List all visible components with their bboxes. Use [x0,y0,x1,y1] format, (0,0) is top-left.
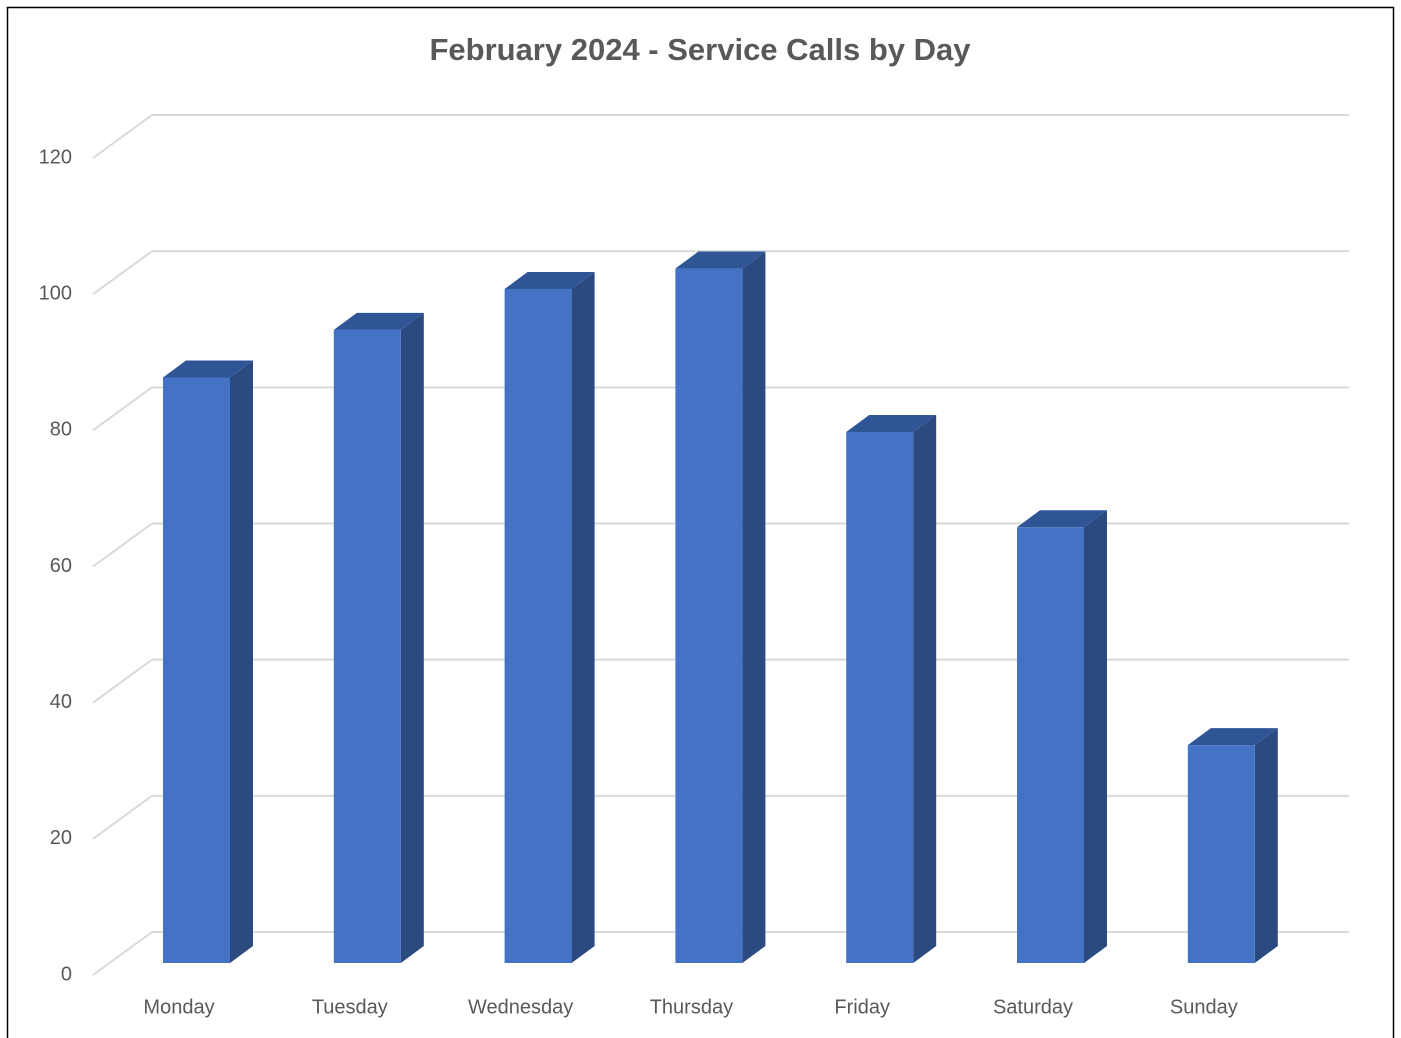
bar-side [571,271,595,964]
x-tick-label: Wednesday [468,996,573,1018]
grid-line [92,795,153,840]
y-tick-label: 100 [39,282,72,304]
bar [1187,745,1255,963]
bar-top [1187,728,1278,746]
y-tick-label: 120 [39,146,72,168]
grid-line [92,250,153,295]
bar-top [163,360,253,378]
bar-top [675,251,766,269]
y-tick-label: 80 [50,419,72,441]
grid-line [92,114,153,159]
x-tick-label: Tuesday [312,996,388,1018]
x-tick-label: Thursday [650,996,733,1018]
x-tick-label: Friday [834,996,890,1018]
bar-top [846,414,937,432]
y-tick-label: 0 [61,963,72,985]
y-tick-label: 40 [50,691,72,713]
bar-side [230,360,253,963]
bar [504,288,572,964]
bar-top [504,271,595,289]
grid-line [92,522,153,568]
bar-side [400,312,424,963]
bar-side [1084,510,1107,963]
x-tick-label: Sunday [1170,996,1238,1018]
grid-line [92,658,153,704]
y-tick-label: 60 [50,555,72,577]
bar-top [1017,510,1107,528]
chart-title: February 2024 - Service Calls by Day [429,32,971,67]
bar [333,329,401,963]
grid-line [92,386,153,432]
bar-side [1254,728,1278,963]
grid-line [92,931,153,976]
x-tick-label: Saturday [993,996,1073,1018]
y-tick-label: 20 [50,827,72,849]
bar [1017,527,1084,963]
bar [163,377,230,963]
bar [846,431,914,963]
bar-side [742,251,766,964]
x-tick-label: Monday [143,996,214,1018]
bar-top [333,312,424,330]
bar-side [913,414,937,963]
bar [675,268,743,963]
